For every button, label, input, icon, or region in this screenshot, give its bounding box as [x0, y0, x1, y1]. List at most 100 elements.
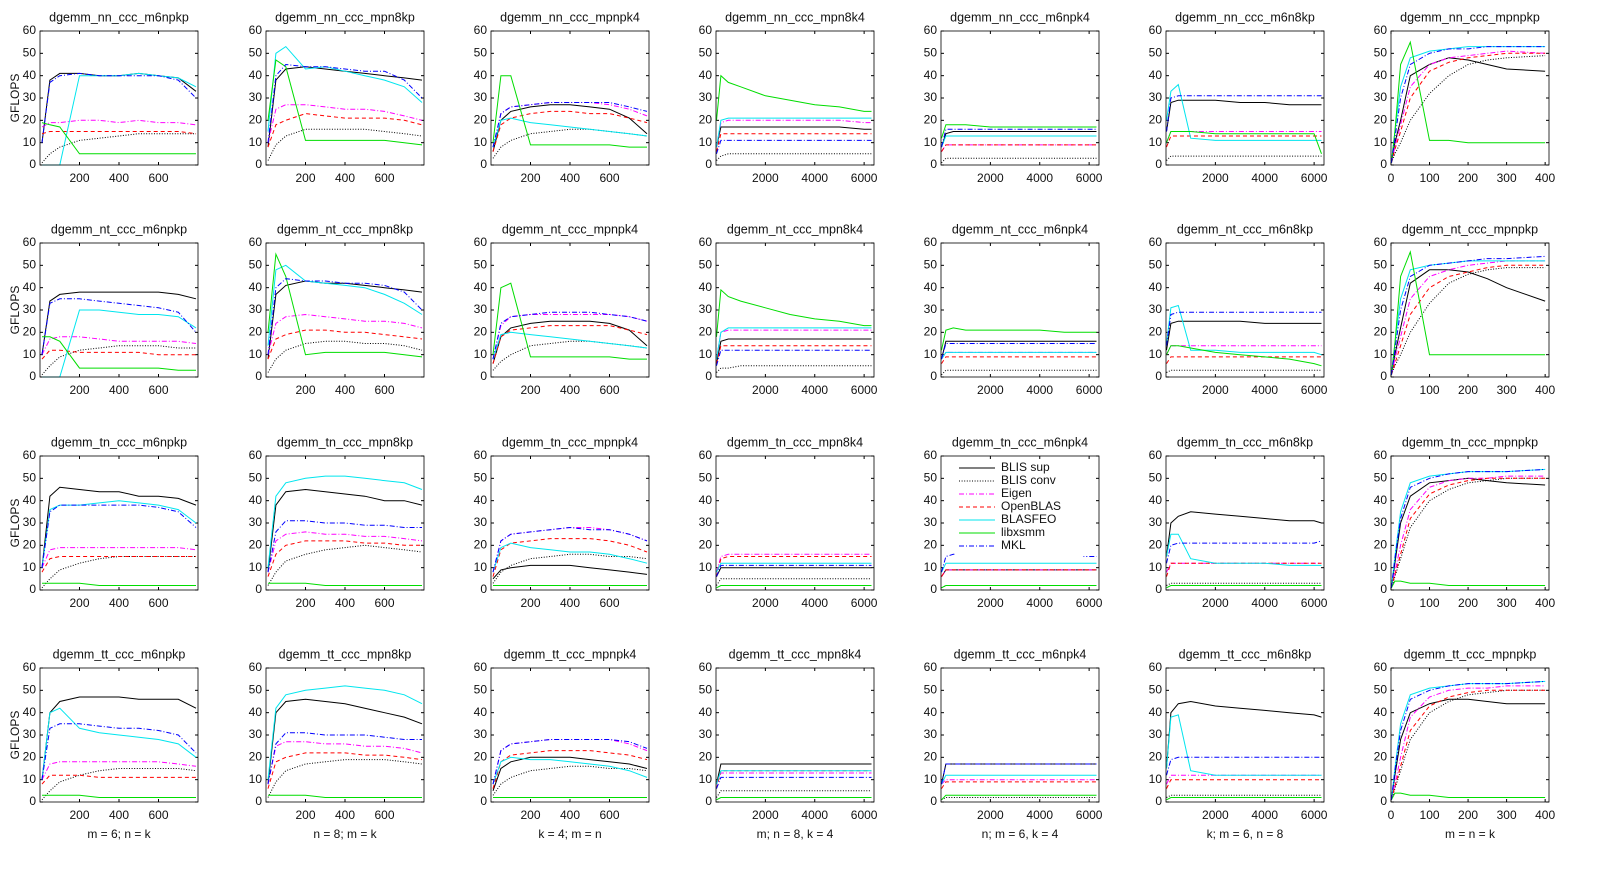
- series-line: [941, 763, 1097, 785]
- y-tick-label: 40: [1374, 705, 1388, 719]
- x-tick-label: 600: [599, 383, 619, 397]
- y-tick-label: 10: [474, 135, 488, 149]
- y-tick-label: 20: [1374, 538, 1388, 552]
- series-line: [941, 144, 1097, 152]
- y-tick-label: 40: [1149, 705, 1163, 719]
- subplot: dgemm_nt_ccc_mpnpkp 0 10 20 30 40 50 60 0 100 200 3…: [1374, 222, 1556, 397]
- y-tick-label: 60: [1149, 660, 1163, 674]
- y-tick-label: 40: [23, 280, 37, 294]
- series-line: [267, 540, 422, 577]
- y-tick-label: 20: [1149, 325, 1163, 339]
- series-line: [41, 133, 196, 164]
- series-line: [1166, 700, 1322, 769]
- series-line: [267, 278, 423, 355]
- y-tick-label: 60: [699, 660, 713, 674]
- y-tick-label: 50: [1149, 471, 1163, 485]
- y-tick-label: 60: [23, 448, 37, 462]
- series-line: [1166, 155, 1322, 161]
- y-tick-label: 40: [1374, 68, 1388, 82]
- series-line: [41, 345, 196, 376]
- y-tick-label: 20: [474, 750, 488, 764]
- y-tick-label: 10: [249, 560, 263, 574]
- x-axis-label: k; m = 6, n = 8: [1207, 827, 1284, 841]
- y-tick-label: 0: [29, 157, 36, 171]
- y-tick-label: 50: [699, 683, 713, 697]
- y-tick-label: 30: [474, 515, 488, 529]
- y-tick-label: 60: [249, 23, 263, 37]
- series-line: [41, 707, 197, 780]
- series-line: [41, 72, 197, 143]
- series-line: [42, 309, 197, 378]
- x-tick-label: 600: [599, 596, 619, 610]
- subplot: dgemm_nt_ccc_mpn8kp 0 10 20 30 40 50 60 200 400 60…: [249, 222, 425, 397]
- legend-label: BLIS sup: [1001, 460, 1050, 474]
- series-line: [1390, 689, 1546, 800]
- y-tick-label: 0: [255, 794, 262, 808]
- series-line: [941, 131, 1097, 148]
- x-tick-label: 0: [1388, 808, 1395, 822]
- x-axis-label: n; m = 6, k = 4: [982, 827, 1059, 841]
- series-line: [941, 569, 1097, 577]
- x-tick-label: 600: [374, 596, 394, 610]
- y-tick-label: 50: [1374, 258, 1388, 272]
- subplot-title: dgemm_tt_ccc_m6npk4: [954, 647, 1087, 661]
- x-tick-label: 600: [148, 808, 168, 822]
- x-tick-label: 2000: [977, 808, 1004, 822]
- y-tick-label: 60: [249, 660, 263, 674]
- series-line: [1390, 580, 1546, 589]
- y-tick-label: 0: [29, 582, 36, 596]
- series-line: [716, 139, 872, 154]
- x-tick-label: 4000: [1026, 383, 1053, 397]
- plot-frame: [940, 242, 1100, 378]
- y-tick-label: 20: [249, 325, 263, 339]
- y-tick-label: 20: [1149, 750, 1163, 764]
- series-line: [941, 562, 1097, 573]
- series-line: [42, 336, 196, 371]
- series-line: [716, 763, 872, 785]
- series-line: [492, 756, 648, 785]
- series-line: [1390, 260, 1546, 375]
- series-line: [492, 117, 648, 148]
- subplot-title: dgemm_tt_ccc_mpnpkp: [1404, 647, 1537, 661]
- series-line: [941, 124, 1097, 139]
- x-tick-label: 2000: [752, 383, 779, 397]
- plot-frame: [265, 30, 425, 166]
- y-tick-label: 30: [474, 727, 488, 741]
- x-tick-label: 400: [335, 383, 355, 397]
- x-tick-label: 600: [148, 596, 168, 610]
- x-tick-label: 0: [1388, 383, 1395, 397]
- x-tick-label: 2000: [1202, 808, 1229, 822]
- series-line: [267, 59, 423, 146]
- y-tick-label: 60: [1149, 448, 1163, 462]
- y-tick-label: 40: [1149, 280, 1163, 294]
- series-line: [1166, 311, 1322, 346]
- y-tick-label: 30: [1149, 302, 1163, 316]
- y-tick-label: 10: [699, 772, 713, 786]
- series-line: [1390, 250, 1546, 375]
- series-line: [1390, 475, 1546, 588]
- x-axis-label: n = 8; m = k: [313, 827, 377, 841]
- series-line: [267, 520, 422, 573]
- y-tick-label: 40: [1149, 493, 1163, 507]
- y-tick-label: 60: [23, 660, 37, 674]
- x-tick-label: 4000: [801, 808, 828, 822]
- y-tick-label: 50: [474, 683, 488, 697]
- x-tick-label: 4000: [1251, 171, 1278, 185]
- series-line: [492, 282, 647, 360]
- y-tick-label: 40: [249, 68, 263, 82]
- y-tick-label: 20: [924, 538, 938, 552]
- x-tick-label: 200: [69, 808, 89, 822]
- series-line: [41, 774, 196, 785]
- x-tick-label: 2000: [1202, 383, 1229, 397]
- y-tick-label: 0: [1155, 369, 1162, 383]
- y-tick-label: 10: [1149, 772, 1163, 786]
- subplot: dgemm_nn_ccc_mpnpk4 0 10 20 30 40 50 60 200 400 60…: [474, 10, 650, 185]
- series-line: [1166, 797, 1322, 801]
- series-line: [492, 325, 648, 364]
- subplot-title: dgemm_tn_ccc_mpnpkp: [1402, 435, 1538, 449]
- series-line: [1390, 267, 1546, 375]
- x-tick-label: 400: [1535, 596, 1555, 610]
- plot-frame: [940, 30, 1100, 166]
- x-tick-label: 2000: [977, 383, 1004, 397]
- plot-frame: [1165, 667, 1325, 803]
